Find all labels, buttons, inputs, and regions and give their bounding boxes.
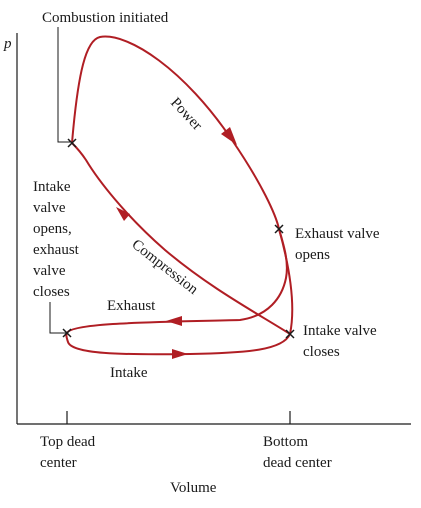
cross-intake-valve-closes [285,329,295,339]
power-arrow [221,127,237,145]
leader-combustion [57,27,72,143]
label-intake-valve-closes-2: closes [303,344,340,360]
cross-intake-valve-opens [62,328,72,338]
cross-combustion [67,138,77,148]
tick-label-top-dead-center-2: center [40,455,77,471]
label-intake-opens-2: valve [33,200,66,216]
label-intake-opens-4: exhaust [33,242,80,258]
label-intake-valve-closes-1: Intake valve [303,323,377,339]
x-axis-label: Volume [170,480,217,496]
tick-label-top-dead-center-1: Top dead [40,434,96,450]
intake-stroke-curve [65,332,291,356]
label-intake: Intake [110,365,148,381]
y-axis-label: p [3,36,12,52]
exhaust-stroke-curve [66,228,288,334]
label-intake-opens-6: closes [33,284,70,300]
cross-exhaust-valve-opens [274,224,284,234]
label-exhaust-valve-opens-1: Exhaust valve [295,226,380,242]
label-intake-opens-1: Intake [33,179,71,195]
intake-arrow [172,349,188,359]
label-exhaust: Exhaust [107,298,156,314]
label-intake-opens-5: valve [33,263,66,279]
compression-arrow [116,207,130,221]
compression-stroke-curve [71,142,291,335]
tick-label-bottom-dead-center-2: dead center [263,455,332,471]
power-stroke-curve [71,35,280,230]
label-power: Power [167,95,205,134]
leader-intake-opens [49,302,67,334]
label-intake-opens-3: opens, [33,221,72,237]
label-exhaust-valve-opens-2: opens [295,247,330,263]
tick-label-bottom-dead-center-1: Bottom [263,434,308,450]
exhaust-arrow [166,316,182,326]
label-combustion-initiated: Combustion initiated [42,10,169,26]
label-compression: Compression [129,237,202,299]
